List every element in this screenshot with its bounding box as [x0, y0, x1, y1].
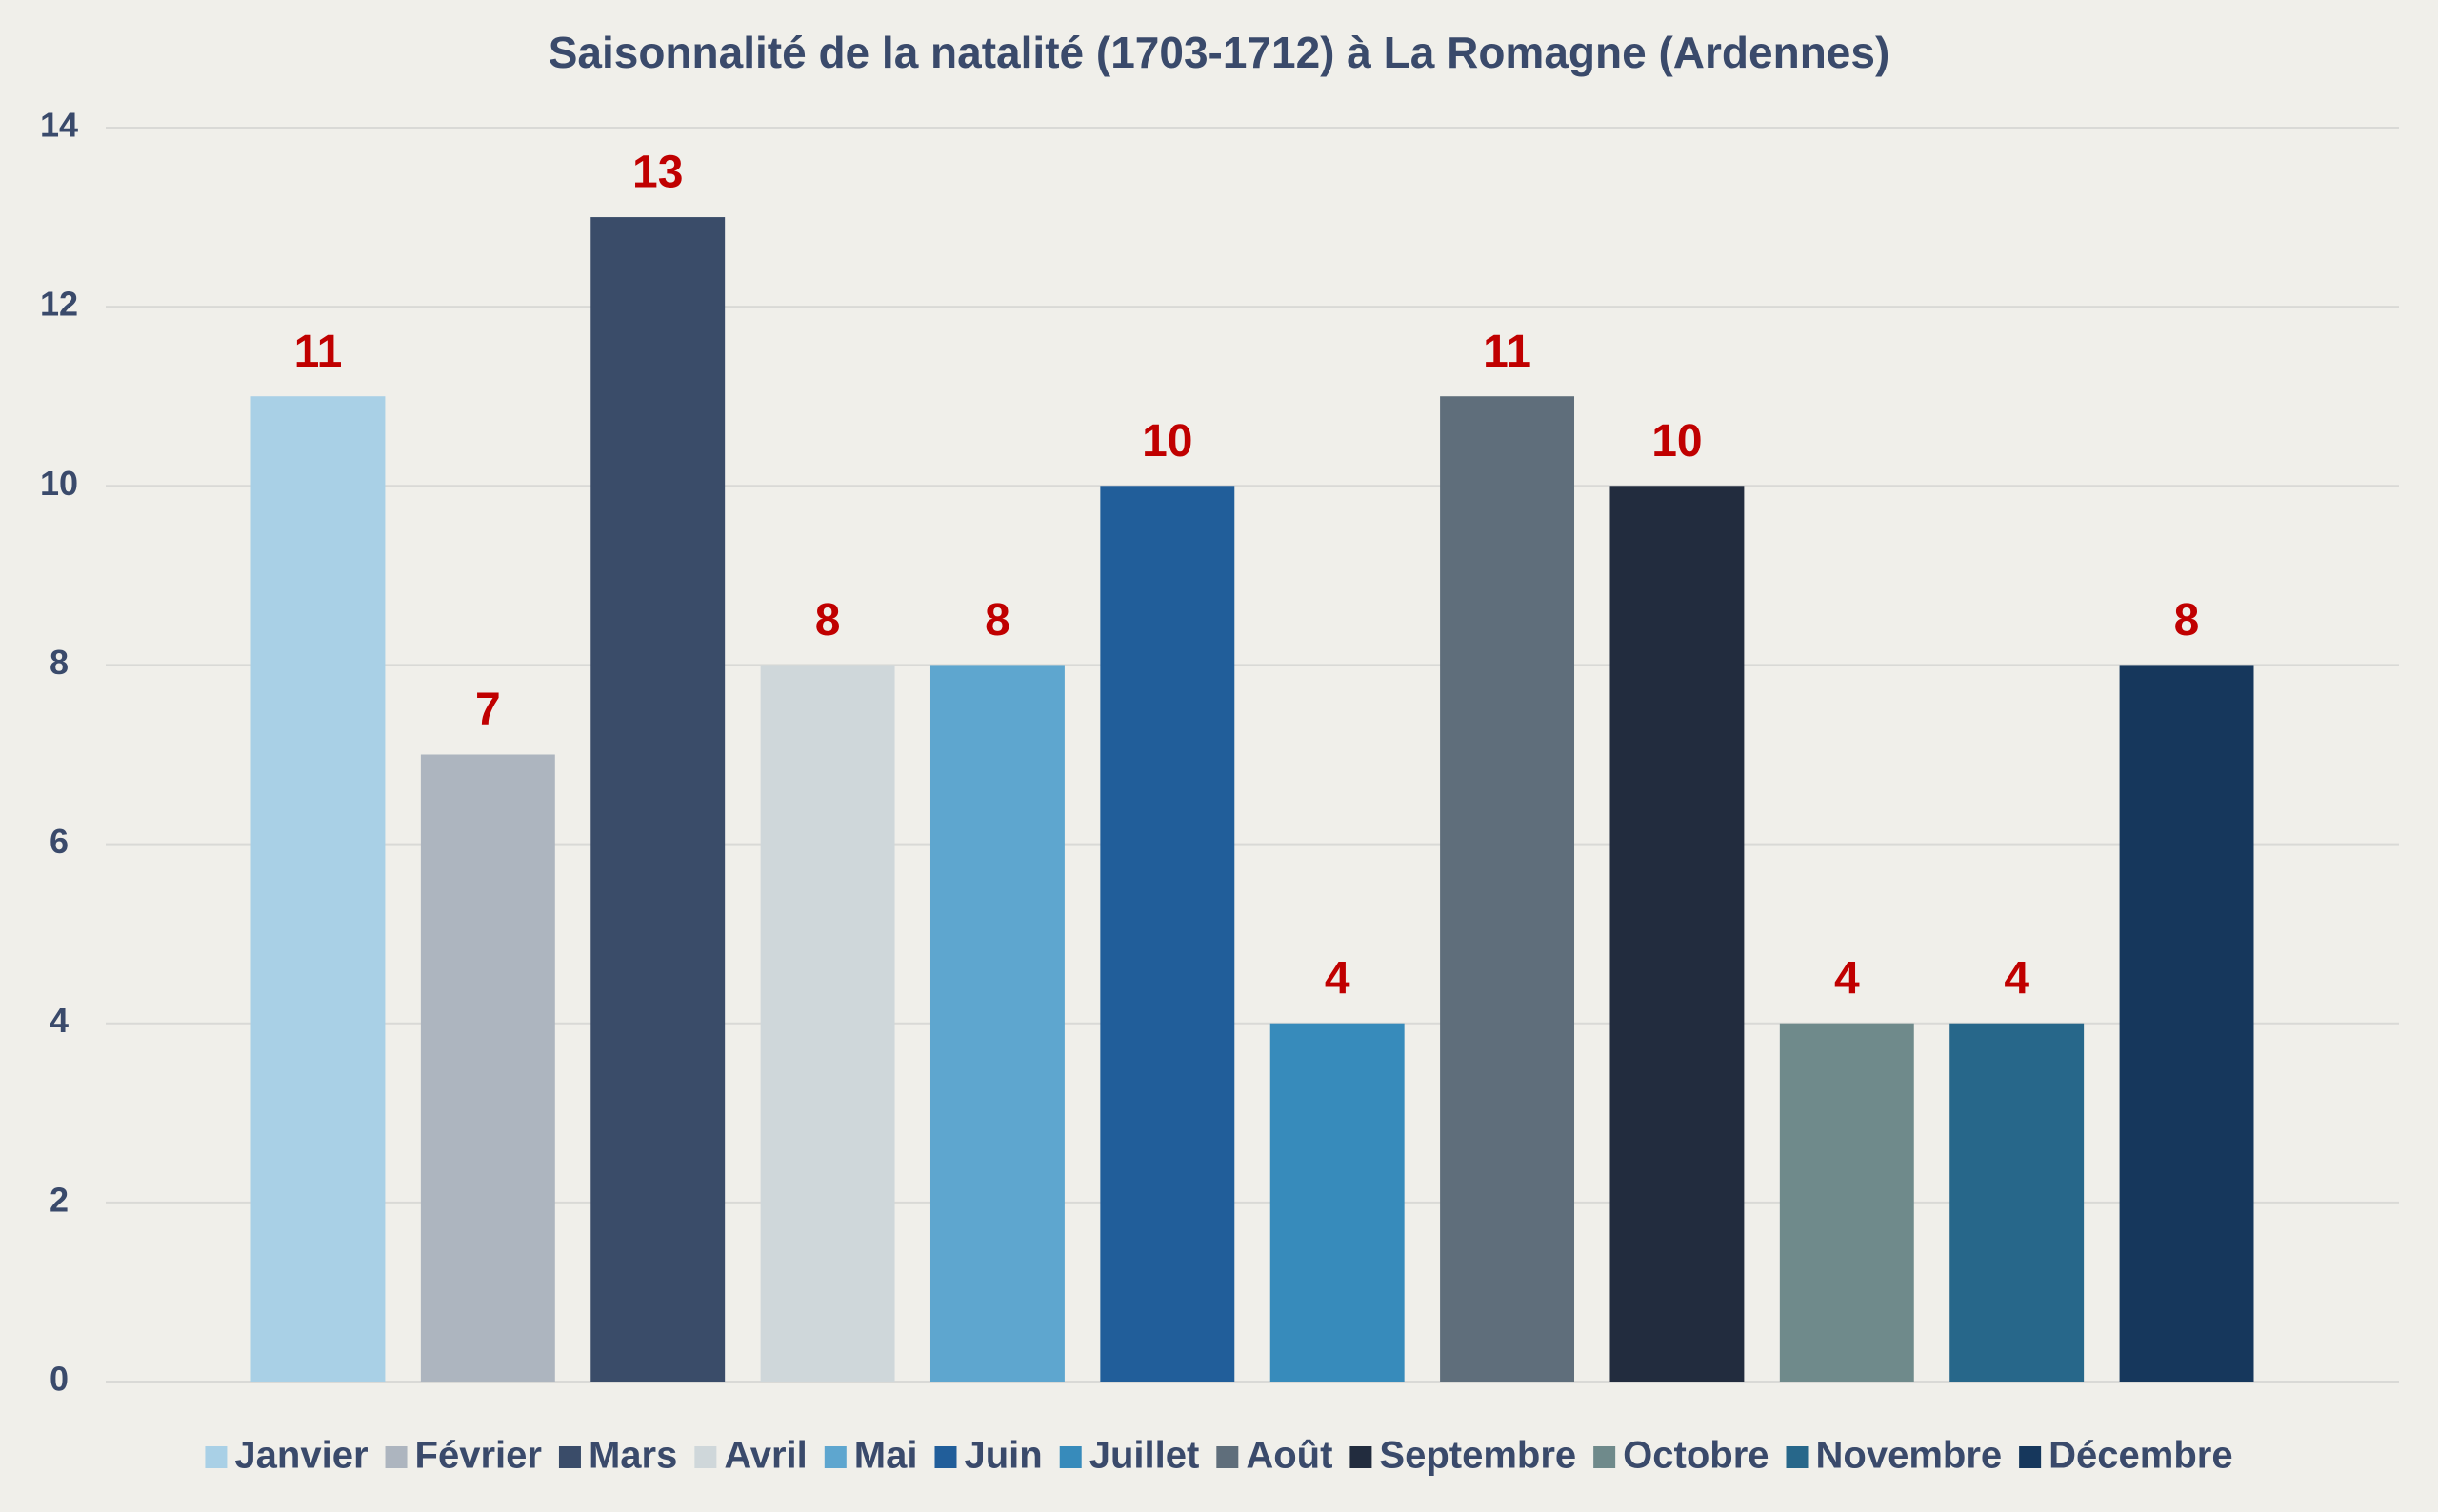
y-tick-label: 14 — [40, 106, 78, 145]
bar — [760, 665, 895, 1382]
bar — [2119, 665, 2254, 1382]
legend-label: Juillet — [1089, 1435, 1200, 1477]
legend-swatch — [1216, 1446, 1239, 1468]
legend-swatch — [1349, 1446, 1372, 1468]
bar — [420, 754, 555, 1382]
chart-title: Saisonnalité de la natalité (1703-1712) … — [549, 28, 1890, 77]
legend-swatch — [558, 1446, 581, 1468]
y-tick-label: 0 — [50, 1360, 69, 1399]
y-tick-label: 12 — [40, 285, 78, 324]
legend-label: Décembre — [2048, 1435, 2232, 1477]
legend-swatch — [934, 1446, 957, 1468]
legend-label: Avril — [724, 1435, 807, 1477]
legend-swatch — [385, 1446, 408, 1468]
legend-swatch — [2019, 1446, 2042, 1468]
legend-swatch — [694, 1446, 717, 1468]
bar — [1609, 486, 1745, 1382]
data-label: 4 — [1325, 953, 1350, 1004]
legend-label: Août — [1246, 1435, 1332, 1477]
y-tick-label: 2 — [50, 1180, 69, 1219]
legend-label: Novembre — [1816, 1435, 2003, 1477]
data-label: 8 — [985, 595, 1010, 646]
legend-swatch — [1786, 1446, 1809, 1468]
data-label: 13 — [632, 148, 683, 198]
legend-swatch — [824, 1446, 847, 1468]
legend-swatch — [1059, 1446, 1082, 1468]
bar — [1779, 1023, 1914, 1382]
data-label: 8 — [2174, 595, 2200, 646]
bar — [1949, 1023, 2085, 1382]
legend-label: Janvier — [234, 1435, 368, 1477]
legend-label: Juin — [964, 1435, 1042, 1477]
y-tick-label: 10 — [40, 464, 78, 503]
bar — [1100, 486, 1235, 1382]
data-label: 10 — [1142, 416, 1192, 467]
legend-label: Septembre — [1379, 1435, 1576, 1477]
bar — [590, 217, 726, 1383]
bar — [250, 396, 386, 1382]
data-label: 11 — [294, 327, 343, 377]
y-tick-label: 6 — [50, 822, 69, 861]
legend-label: Mai — [854, 1435, 918, 1477]
data-label: 10 — [1651, 416, 1702, 467]
bar — [929, 665, 1065, 1382]
legend-label: Octobre — [1623, 1435, 1769, 1477]
data-label: 4 — [1834, 953, 1860, 1004]
legend-label: Mars — [589, 1435, 677, 1477]
y-tick-label: 8 — [50, 643, 69, 682]
data-label: 7 — [475, 685, 501, 735]
data-label: 11 — [1483, 327, 1531, 377]
data-label: 8 — [815, 595, 841, 646]
legend-swatch — [1593, 1446, 1616, 1468]
y-tick-label: 4 — [50, 1001, 69, 1040]
bar — [1269, 1023, 1405, 1382]
legend-label: Février — [415, 1435, 542, 1477]
bar — [1440, 396, 1575, 1382]
legend-swatch — [205, 1446, 228, 1468]
data-label: 4 — [2004, 953, 2029, 1004]
